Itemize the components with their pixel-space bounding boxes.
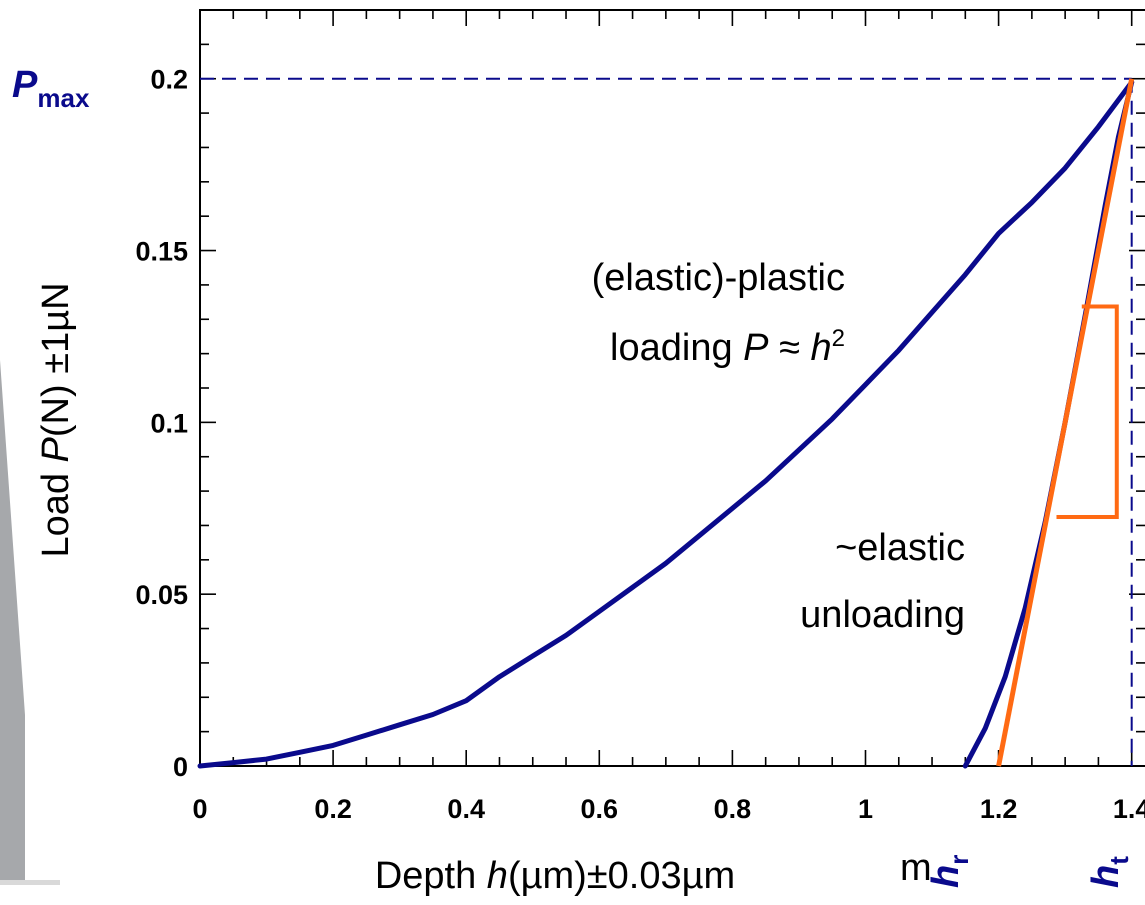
unloading-annotation-line1: ~elastic	[835, 527, 965, 569]
x-tick-label: 0.4	[447, 794, 485, 824]
y-tick-label: 0	[173, 752, 188, 782]
background-panel	[0, 360, 60, 880]
ht-main: h	[1085, 865, 1127, 888]
unloading-annotation-line2: unloading	[800, 594, 965, 636]
ht-sub: t	[1104, 856, 1134, 865]
plot-frame	[199, 9, 1145, 767]
y-axis-title-prefix: Load	[35, 462, 77, 557]
pmax-main: P	[12, 64, 38, 106]
hr-main: h	[925, 865, 967, 888]
pmax-sub: max	[37, 83, 90, 113]
hr-label: hr	[925, 855, 974, 888]
x-axis-title-prefix: Depth	[375, 855, 487, 897]
loading-prefix: loading	[610, 327, 743, 369]
ht-label: ht	[1085, 856, 1134, 888]
x-tick-label: 1	[858, 794, 873, 824]
y-tick-label: 0.05	[135, 580, 188, 610]
hr-sub: r	[944, 855, 974, 865]
loading-var-h: h	[811, 327, 832, 369]
x-axis-title: Depth h(µm)±0.03µm	[375, 855, 735, 897]
plot-area: 0 0.2 0.4 0.6 0.8 1 1.2 1.4 0 0.05 0.1 0.15 0.2	[135, 9, 1145, 824]
unloading-tangent-line	[996, 78, 1135, 767]
loading-annotation-line2: loading P ≈ h2	[610, 325, 845, 369]
x-tick-label: 0	[192, 794, 207, 824]
x-axis-title-suffix: (µm)±0.03µm	[508, 855, 735, 897]
y-axis-title: Load P(N) ±1µN	[35, 282, 77, 557]
loading-exponent: 2	[832, 325, 845, 352]
y-tick-label: 0.15	[135, 237, 188, 267]
x-tick-label: 0.2	[314, 794, 352, 824]
loading-var-p: P	[743, 327, 769, 369]
slope-triangle	[1056, 304, 1119, 520]
x-tick-label: 0.8	[714, 794, 752, 824]
loading-annotation-line1: (elastic)-plastic	[592, 257, 845, 299]
x-tick-label: 0.6	[581, 794, 619, 824]
pmax-label: Pmax	[12, 64, 90, 113]
background-panel-edge	[0, 880, 60, 885]
x-tick-label: 1.4	[1113, 794, 1145, 824]
y-tick-label: 0.2	[150, 65, 188, 95]
y-axis-title-suffix: (N) ±1µN	[35, 282, 77, 437]
loading-approx: ≈	[769, 327, 811, 369]
x-tick-label: 1.2	[980, 794, 1018, 824]
y-axis-title-var: P	[35, 436, 77, 462]
x-axis-title-var: h	[487, 855, 508, 897]
y-tick-label: 0.1	[150, 408, 188, 438]
stray-glyph: m	[900, 847, 932, 889]
loading-curve	[197, 79, 1135, 769]
